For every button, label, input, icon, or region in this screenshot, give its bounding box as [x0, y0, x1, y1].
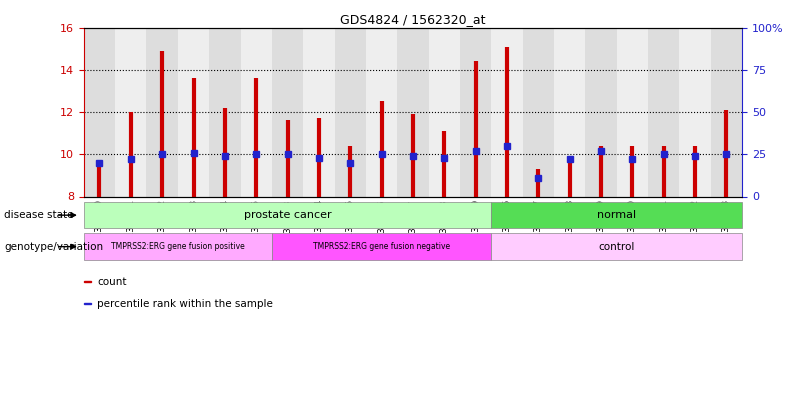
Bar [84, 303, 91, 304]
Bar [84, 281, 91, 282]
Text: control: control [598, 242, 635, 252]
Bar [617, 28, 648, 196]
Bar [272, 28, 303, 196]
Bar [334, 28, 366, 196]
Bar [711, 28, 742, 196]
Text: prostate cancer: prostate cancer [243, 210, 331, 220]
Text: count: count [97, 277, 127, 286]
Bar [240, 28, 272, 196]
Bar [460, 28, 492, 196]
Text: disease state: disease state [4, 210, 73, 220]
Text: percentile rank within the sample: percentile rank within the sample [97, 299, 273, 309]
Bar [303, 28, 334, 196]
Bar [272, 233, 492, 260]
Bar [147, 28, 178, 196]
Bar [397, 28, 429, 196]
Text: genotype/variation: genotype/variation [4, 242, 103, 252]
Bar [492, 233, 742, 260]
Bar [492, 28, 523, 196]
Bar [115, 28, 147, 196]
Bar [429, 28, 460, 196]
Title: GDS4824 / 1562320_at: GDS4824 / 1562320_at [340, 13, 486, 26]
Bar [679, 28, 711, 196]
Bar [366, 28, 397, 196]
Text: TMPRSS2:ERG gene fusion positive: TMPRSS2:ERG gene fusion positive [111, 242, 245, 251]
Bar [84, 233, 272, 260]
Bar [586, 28, 617, 196]
Bar [209, 28, 240, 196]
Bar [554, 28, 586, 196]
Bar [523, 28, 554, 196]
Bar [648, 28, 679, 196]
Bar [178, 28, 209, 196]
Bar [84, 202, 492, 228]
Bar [492, 202, 742, 228]
Text: TMPRSS2:ERG gene fusion negative: TMPRSS2:ERG gene fusion negative [313, 242, 450, 251]
Bar [84, 28, 115, 196]
Text: normal: normal [597, 210, 636, 220]
